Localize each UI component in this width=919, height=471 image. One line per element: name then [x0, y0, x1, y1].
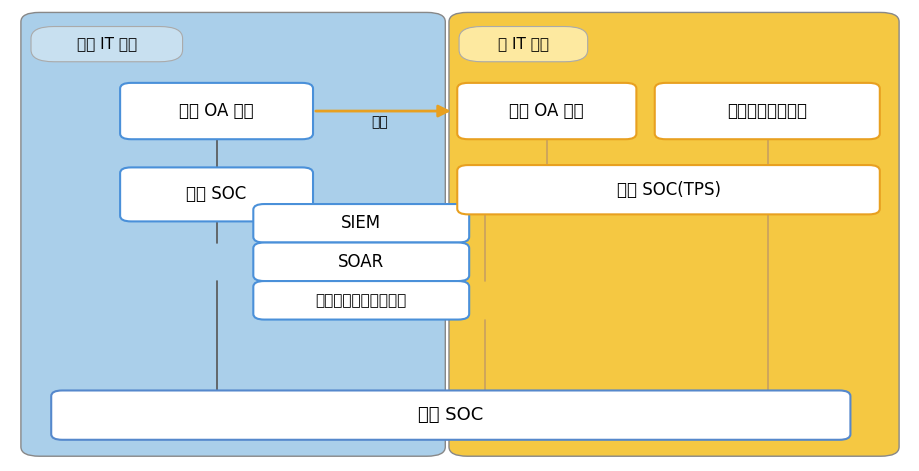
Text: 内部 SOC: 内部 SOC [418, 406, 482, 424]
Text: SIEM: SIEM [341, 214, 380, 232]
FancyBboxPatch shape [253, 281, 469, 319]
FancyBboxPatch shape [253, 243, 469, 281]
Text: 現行 IT 環境: 現行 IT 環境 [76, 37, 137, 52]
Text: 移行: 移行 [370, 115, 387, 129]
Text: 現行 OA 環境: 現行 OA 環境 [179, 102, 254, 120]
Text: 脅威インテリジェンス: 脅威インテリジェンス [315, 293, 406, 308]
Text: 統合 OA 環境: 統合 OA 環境 [509, 102, 584, 120]
FancyBboxPatch shape [448, 12, 898, 456]
FancyBboxPatch shape [51, 390, 849, 440]
FancyBboxPatch shape [457, 165, 879, 214]
Text: 外部 SOC: 外部 SOC [187, 186, 246, 203]
Text: 共通インフラ基盤: 共通インフラ基盤 [727, 102, 806, 120]
FancyBboxPatch shape [21, 12, 445, 456]
Text: 新 IT 環境: 新 IT 環境 [497, 37, 549, 52]
FancyBboxPatch shape [120, 167, 312, 221]
FancyBboxPatch shape [459, 26, 587, 62]
FancyBboxPatch shape [253, 204, 469, 243]
FancyBboxPatch shape [457, 83, 636, 139]
FancyBboxPatch shape [120, 83, 312, 139]
Text: 外部 SOC(TPS): 外部 SOC(TPS) [616, 181, 720, 199]
FancyBboxPatch shape [31, 26, 182, 62]
Text: SOAR: SOAR [338, 253, 384, 271]
FancyBboxPatch shape [654, 83, 879, 139]
